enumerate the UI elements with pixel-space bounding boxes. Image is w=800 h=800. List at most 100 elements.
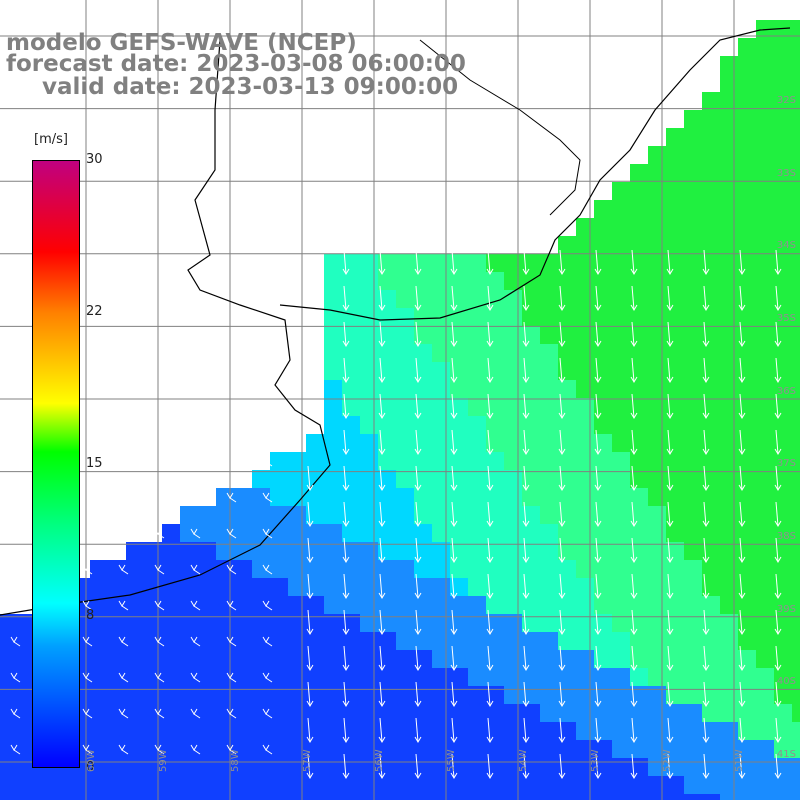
wind-arrow-head <box>226 708 234 715</box>
wind-arrow-head <box>630 484 638 491</box>
ocean-cell <box>396 668 414 686</box>
wind-arrow-head <box>738 628 746 635</box>
wind-arrow <box>631 321 635 347</box>
wind-arrow <box>487 501 491 527</box>
wind-arrow-head <box>378 700 386 707</box>
ocean-cell <box>684 416 702 434</box>
wind-arrow <box>595 393 599 419</box>
ocean-cell <box>630 560 648 578</box>
wind-arrow-head <box>594 664 602 671</box>
ocean-cell <box>450 650 468 668</box>
ocean-cell <box>414 398 432 416</box>
ocean-cell <box>558 524 576 542</box>
wind-arrow-head <box>450 772 458 779</box>
ocean-cell <box>288 668 306 686</box>
ocean-cell <box>684 128 702 146</box>
ocean-cell <box>702 290 720 308</box>
ocean-cell <box>504 596 522 614</box>
ocean-cell <box>792 596 800 614</box>
wind-arrow <box>775 645 779 671</box>
ocean-cell <box>126 578 144 596</box>
ocean-cell <box>342 704 360 722</box>
wind-arrow <box>631 285 635 311</box>
ocean-cell <box>414 416 432 434</box>
ocean-cell <box>108 740 126 758</box>
forecast-date-label: forecast date: 2023-03-08 06:00:00 <box>6 51 466 77</box>
ocean-cell <box>450 704 468 722</box>
ocean-cell <box>0 650 18 668</box>
wind-arrow-head <box>702 484 710 491</box>
wind-arrow-head <box>118 636 126 643</box>
ocean-cell <box>468 290 486 308</box>
ocean-cell <box>126 614 144 632</box>
ocean-cell <box>594 416 612 434</box>
ocean-cell <box>558 488 576 506</box>
ocean-cell <box>666 470 684 488</box>
ocean-cell <box>324 344 342 362</box>
ocean-cell <box>756 128 774 146</box>
ocean-cell <box>720 56 738 74</box>
ocean-cell <box>684 632 702 650</box>
ocean-cell <box>126 776 144 794</box>
wind-arrow <box>415 753 419 779</box>
ocean-cell <box>792 416 800 434</box>
ocean-cell <box>756 74 774 92</box>
ocean-cell <box>684 326 702 344</box>
ocean-cell <box>288 650 306 668</box>
ocean-cell <box>792 380 800 398</box>
ocean-cell <box>414 668 432 686</box>
ocean-cell <box>432 380 450 398</box>
ocean-cell <box>288 686 306 704</box>
ocean-cell <box>558 380 576 398</box>
wind-arrow <box>265 461 273 467</box>
ocean-cell <box>162 794 180 800</box>
ocean-cell <box>486 272 504 290</box>
ocean-cell <box>576 434 594 452</box>
wind-arrow <box>379 249 383 275</box>
wind-arrow-head <box>262 528 270 535</box>
ocean-cell <box>378 416 396 434</box>
ocean-cell <box>558 578 576 596</box>
ocean-cell <box>450 380 468 398</box>
ocean-cell <box>648 794 666 800</box>
ocean-cell <box>396 758 414 776</box>
ocean-cell <box>720 650 738 668</box>
wind-arrow <box>631 573 635 599</box>
wind-arrow <box>157 749 165 755</box>
ocean-cell <box>432 362 450 380</box>
ocean-cell <box>684 110 702 128</box>
ocean-cell <box>270 668 288 686</box>
ocean-cell <box>558 722 576 740</box>
ocean-cell <box>486 776 504 794</box>
ocean-cell <box>612 416 630 434</box>
ocean-cell <box>594 326 612 344</box>
ocean-cell <box>648 506 666 524</box>
ocean-cell <box>270 794 288 800</box>
ocean-cell <box>288 722 306 740</box>
coastline <box>279 27 791 321</box>
lon-label: 52W <box>662 749 673 772</box>
ocean-cell <box>756 470 774 488</box>
ocean-cell <box>72 776 90 794</box>
wind-arrow-head <box>190 708 198 715</box>
ocean-cell <box>522 614 540 632</box>
ocean-cell <box>486 560 504 578</box>
ocean-cell <box>558 686 576 704</box>
ocean-cell <box>522 722 540 740</box>
ocean-cell <box>792 164 800 182</box>
wind-arrow-head <box>226 744 234 751</box>
wind-arrow <box>523 249 527 275</box>
ocean-cell <box>414 308 432 326</box>
ocean-cell <box>216 704 234 722</box>
ocean-cell <box>342 740 360 758</box>
ocean-cell <box>360 272 378 290</box>
wind-arrow <box>739 285 743 311</box>
ocean-cell <box>378 470 396 488</box>
ocean-cell <box>414 470 432 488</box>
wind-arrow-head <box>262 564 270 571</box>
ocean-cell <box>756 110 774 128</box>
ocean-cell <box>360 596 378 614</box>
ocean-cell <box>270 578 288 596</box>
ocean-cell <box>756 236 774 254</box>
ocean-cell <box>540 776 558 794</box>
